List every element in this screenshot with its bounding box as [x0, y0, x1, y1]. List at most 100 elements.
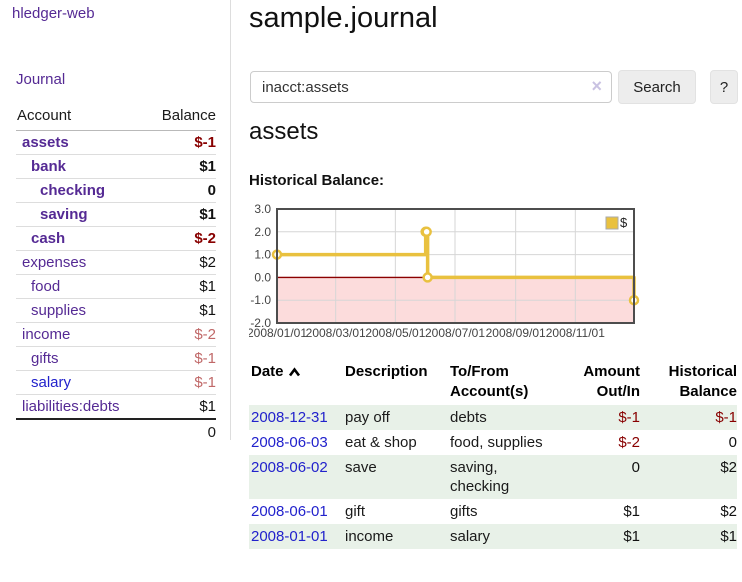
- account-balance: $1: [146, 298, 216, 323]
- account-balance: $1: [146, 394, 216, 420]
- account-balance: $1: [146, 274, 216, 299]
- main-content: sample.journal × Search ? assets Histori…: [247, 0, 738, 582]
- transaction-balance: $2: [640, 455, 737, 499]
- accounts-header-row: Account Balance: [16, 103, 216, 131]
- transaction-description: income: [345, 524, 450, 549]
- svg-text:2008/05/01: 2008/05/01: [365, 326, 425, 340]
- account-balance: $-1: [146, 346, 216, 371]
- brand-link[interactable]: hledger-web: [12, 5, 95, 22]
- transaction-balance: $2: [720, 503, 737, 520]
- svg-text:1.0: 1.0: [254, 248, 271, 262]
- account-row: assets $-1: [16, 130, 216, 155]
- account-row: expenses $2: [16, 250, 216, 275]
- account-link[interactable]: salary: [31, 374, 72, 391]
- account-link[interactable]: gifts: [31, 350, 59, 367]
- chart-canvas: $3.0 2.0 1.0 0.0 -1.0 -2.02008/01/012008/03/0…: [247, 202, 640, 340]
- nav-journal-link[interactable]: Journal: [16, 71, 66, 88]
- account-link[interactable]: expenses: [22, 254, 87, 271]
- table-row[interactable]: 2008-01-01 income salary $1 $1: [249, 524, 737, 549]
- accounts-header-balance: Balance: [146, 103, 216, 131]
- transaction-accounts: food, supplies: [450, 434, 543, 451]
- accounts-total-row: 0: [16, 418, 216, 445]
- register-header-row: Date Description To/From Account(s) Amou…: [249, 360, 737, 405]
- transaction-accounts: saving, checking: [450, 455, 554, 499]
- table-row[interactable]: 2008-06-01 gift gifts $1 $2: [249, 499, 737, 524]
- transaction-amount: $1: [623, 503, 640, 520]
- page-title: sample.journal: [249, 2, 438, 34]
- accounts-header-account: Account: [16, 103, 147, 131]
- svg-text:2008/09/01: 2008/09/01: [486, 326, 546, 340]
- transaction-balance: $1: [640, 524, 737, 549]
- transaction-amount: 0: [554, 455, 640, 499]
- account-row: saving $1: [16, 202, 216, 227]
- account-row: checking 0: [16, 178, 216, 203]
- svg-text:2008/11/01: 2008/11/01: [546, 326, 605, 340]
- account-balance: $-1: [146, 370, 216, 395]
- account-link[interactable]: liabilities:debts: [22, 398, 120, 415]
- svg-text:2008/01/01: 2008/01/01: [249, 326, 307, 340]
- svg-text:2008/07/01: 2008/07/01: [425, 326, 485, 340]
- account-heading: assets: [249, 118, 319, 145]
- account-row: liabilities:debts $1: [16, 394, 216, 420]
- register-header-amount: Amount Out/In: [583, 363, 640, 400]
- account-link[interactable]: saving: [40, 206, 88, 223]
- register-header-description: Description: [345, 363, 428, 380]
- transaction-date-link[interactable]: 2008-06-01: [251, 503, 328, 520]
- account-row: cash $-2: [16, 226, 216, 251]
- search-form: × Search ?: [249, 70, 738, 104]
- table-row[interactable]: 2008-12-31 pay off debts $-1 $-1: [249, 405, 737, 430]
- account-link[interactable]: supplies: [31, 302, 87, 319]
- transaction-date-link[interactable]: 2008-01-01: [251, 528, 328, 545]
- account-link[interactable]: income: [22, 326, 71, 343]
- historical-balance-chart: $3.0 2.0 1.0 0.0 -1.0 -2.0 2008/01/01 2008/03/0…: [247, 200, 738, 350]
- account-link[interactable]: assets: [22, 134, 69, 151]
- transaction-accounts: gifts: [450, 503, 478, 520]
- svg-text:0.0: 0.0: [254, 270, 271, 284]
- transaction-accounts: salary: [450, 524, 554, 549]
- account-row: salary $-1: [16, 370, 216, 395]
- transaction-amount: $-2: [618, 434, 640, 451]
- svg-text:2008/03/01: 2008/03/01: [306, 326, 366, 340]
- register-header-date[interactable]: Date: [249, 360, 345, 405]
- transaction-date-link[interactable]: 2008-06-02: [251, 459, 328, 476]
- transaction-balance: $-1: [640, 405, 737, 430]
- account-link[interactable]: food: [31, 278, 61, 295]
- search-button[interactable]: Search: [618, 70, 696, 104]
- transaction-description: gift: [345, 503, 366, 520]
- transaction-description: pay off: [345, 405, 450, 430]
- transaction-description: eat & shop: [345, 434, 417, 451]
- accounts-table: Account Balance assets $-1 bank $1 checking 0…: [16, 103, 216, 445]
- account-balance: $1: [146, 154, 216, 179]
- account-balance: $-2: [146, 322, 216, 347]
- register-table: Date Description To/From Account(s) Amou…: [249, 360, 737, 549]
- svg-text:-1.0: -1.0: [250, 293, 271, 307]
- sort-asc-icon: [288, 363, 301, 383]
- search-input[interactable]: [250, 71, 612, 103]
- transaction-date-link[interactable]: 2008-06-03: [251, 434, 328, 451]
- table-row[interactable]: 2008-06-03 eat & shop food, supplies $-2 0: [249, 430, 737, 455]
- transaction-date-link[interactable]: 2008-12-31: [251, 409, 328, 426]
- transaction-amount: $-1: [554, 405, 640, 430]
- account-link[interactable]: bank: [31, 158, 67, 175]
- table-row[interactable]: 2008-06-02 save saving, checking 0 $2: [249, 455, 737, 499]
- transaction-amount: $1: [554, 524, 640, 549]
- account-row: supplies $1: [16, 298, 216, 323]
- svg-text:-2.0: -2.0: [250, 316, 271, 330]
- register-header-accounts: To/From Account(s): [450, 363, 529, 400]
- help-button[interactable]: ?: [710, 70, 738, 104]
- account-row: income $-2: [16, 322, 216, 347]
- account-row: food $1: [16, 274, 216, 299]
- account-balance: $1: [146, 202, 216, 227]
- account-balance: $-1: [146, 130, 216, 155]
- account-link[interactable]: checking: [40, 182, 106, 199]
- transaction-balance: 0: [728, 434, 737, 451]
- chart-title: Historical Balance:: [249, 172, 385, 189]
- transaction-description: save: [345, 455, 450, 499]
- svg-text:3.0: 3.0: [254, 202, 271, 216]
- sidebar: hledger-web Journal Account Balance asse…: [0, 0, 231, 445]
- register-header-balance: Historical Balance: [668, 363, 737, 400]
- account-row: bank $1: [16, 154, 216, 179]
- clear-search-icon[interactable]: ×: [591, 76, 602, 96]
- account-link[interactable]: cash: [31, 230, 66, 247]
- accounts-total-value: 0: [146, 418, 216, 445]
